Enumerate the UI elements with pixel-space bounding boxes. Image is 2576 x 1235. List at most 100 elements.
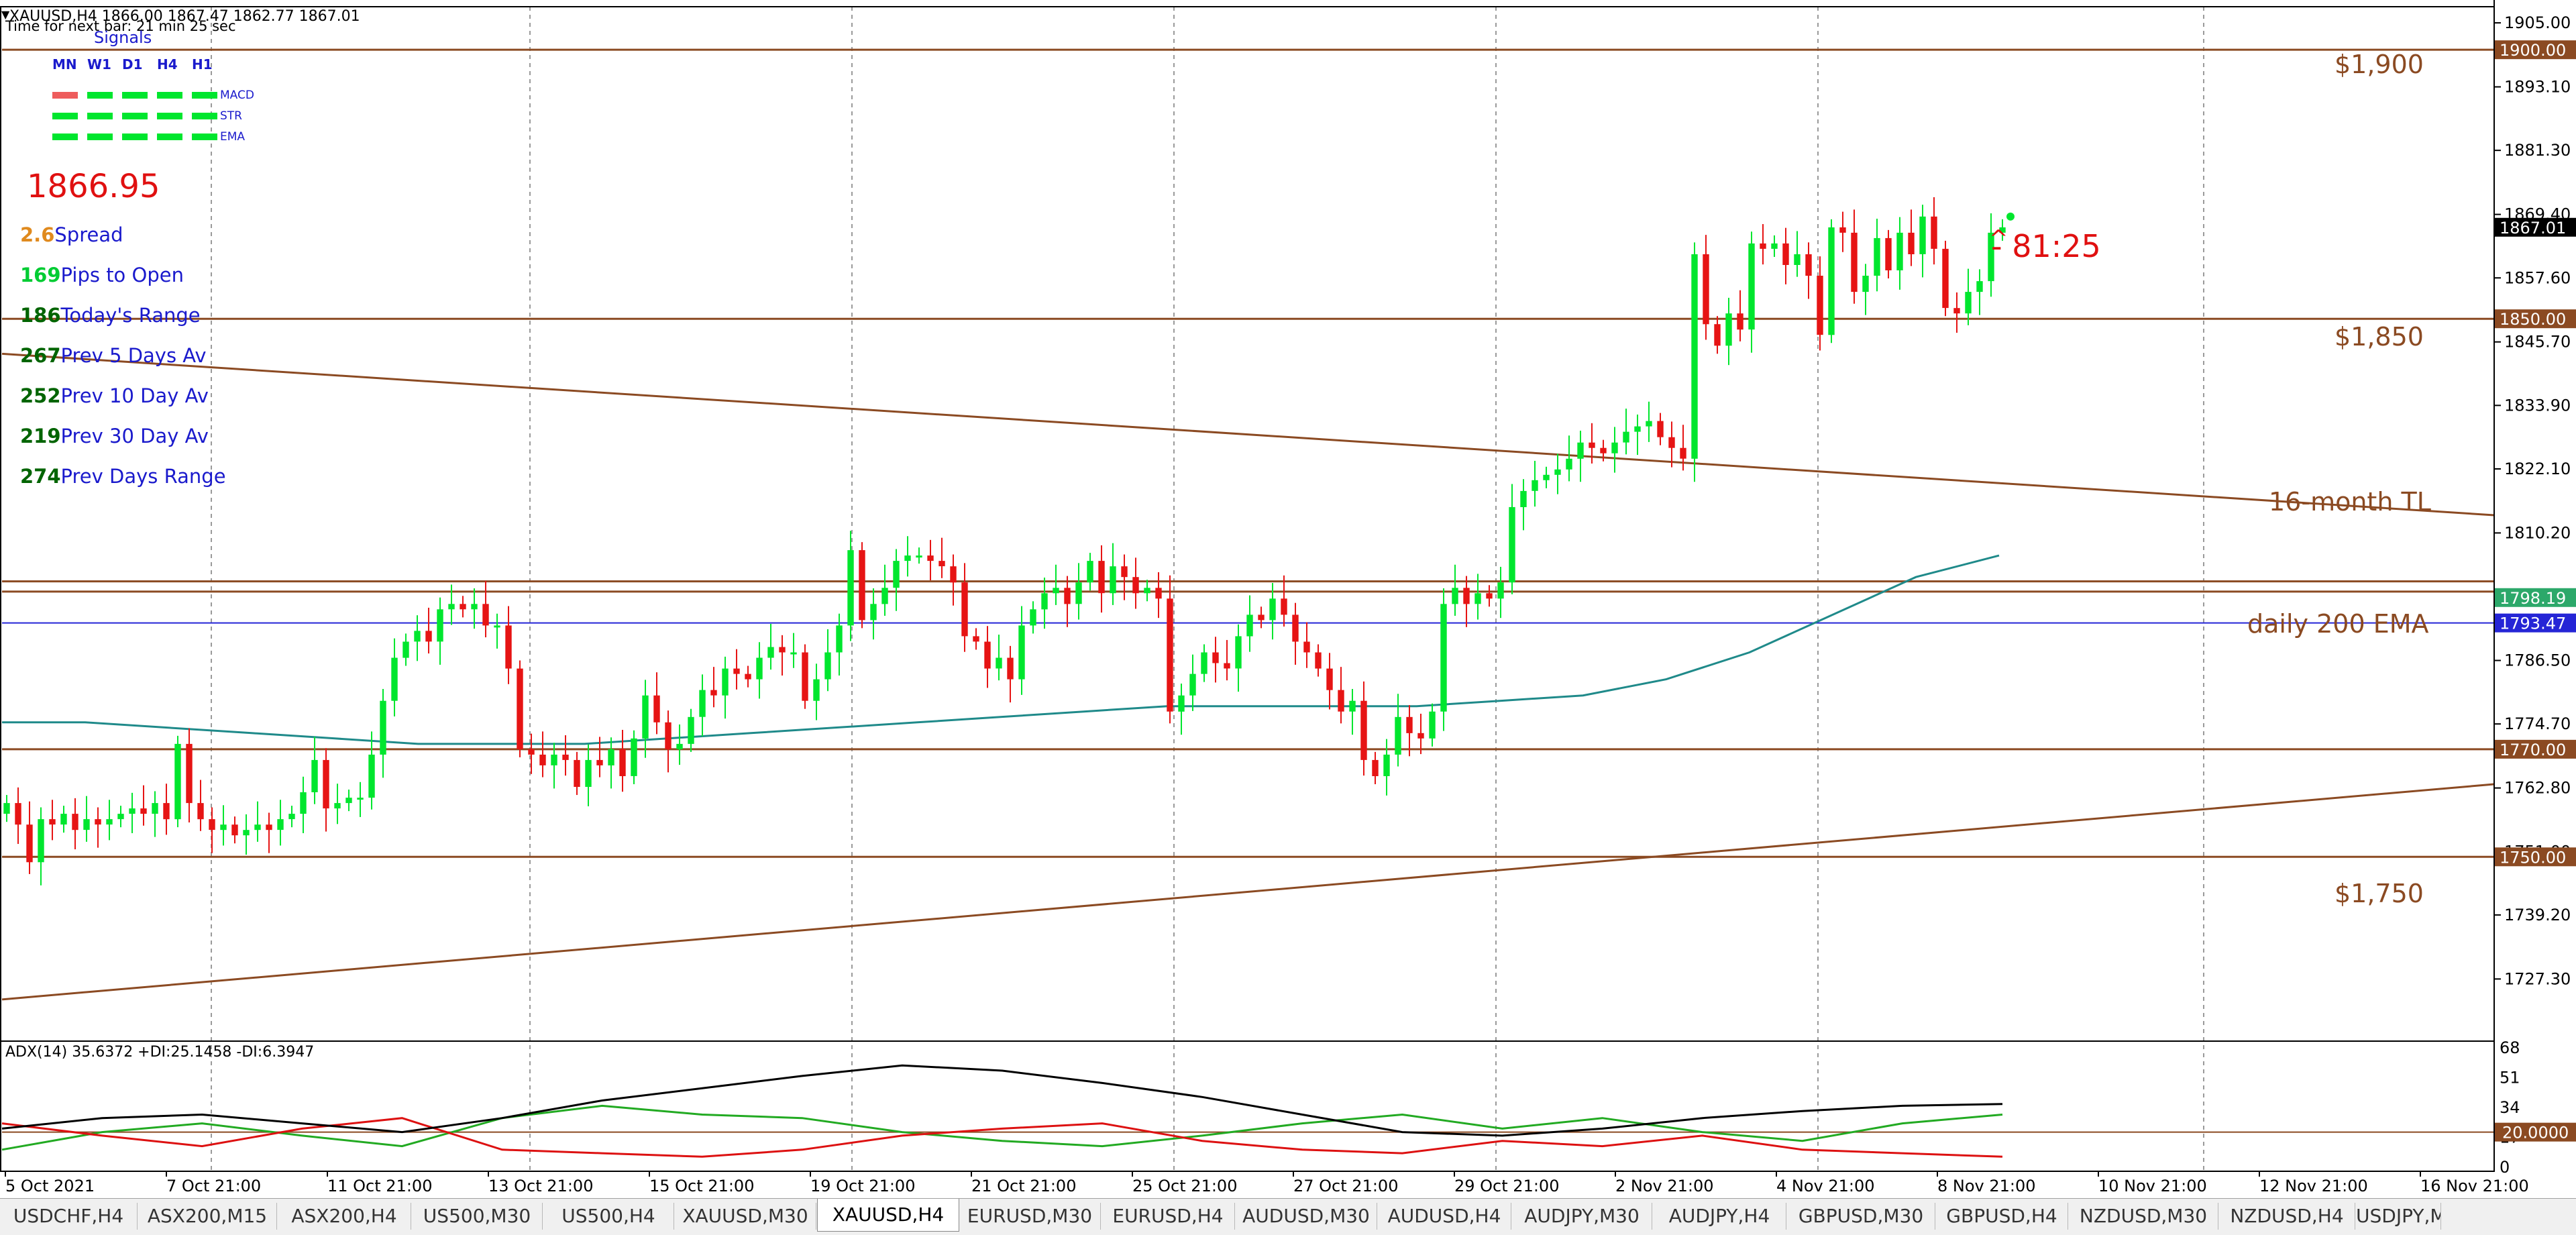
tab-audusd-h4[interactable]: AUDUSD,H4	[1378, 1203, 1511, 1230]
candle-body	[1634, 426, 1641, 432]
tab-gbpusd-m30[interactable]: GBPUSD,M30	[1787, 1203, 1935, 1230]
candle-body	[1452, 588, 1458, 604]
candle-body	[1885, 237, 1892, 270]
candle-body	[425, 631, 432, 642]
tab-audusd-m30[interactable]: AUDUSD,M30	[1236, 1203, 1377, 1230]
stat-row: 2.6Spread	[20, 223, 123, 246]
tab-us500-h4[interactable]: US500,H4	[543, 1203, 674, 1230]
candle-body	[1303, 641, 1310, 653]
candle-body	[1908, 232, 1915, 254]
candle-body	[1372, 759, 1379, 776]
candle-body	[266, 824, 272, 830]
candle-body	[1064, 588, 1071, 604]
candle-body	[1189, 674, 1196, 696]
candle-body	[859, 550, 865, 621]
candle-body	[1041, 593, 1048, 610]
candle-body	[1828, 227, 1835, 335]
candle-body	[220, 824, 227, 830]
candle-body	[1691, 254, 1698, 459]
price-tag-bg	[2495, 739, 2576, 759]
candle-body	[1554, 469, 1561, 475]
candle-body	[15, 803, 21, 825]
price-tick-label: 1881.30	[2504, 141, 2571, 160]
price-tag-bg	[2495, 217, 2576, 237]
candle-body	[140, 808, 147, 814]
tab-audjpy-m30[interactable]: AUDJPY,M30	[1512, 1203, 1652, 1230]
tab-eurusd-h4[interactable]: EURUSD,H4	[1102, 1203, 1235, 1230]
tab-xauusd-m30[interactable]: XAUUSD,M30	[675, 1203, 816, 1230]
price-tick-label: 1810.20	[2504, 523, 2571, 542]
candle-body	[1201, 652, 1208, 674]
tab-xauusd-h4[interactable]: XAUUSD,H4	[817, 1199, 959, 1232]
candle-body	[574, 759, 580, 787]
candle-body	[1155, 588, 1162, 599]
candle-body	[642, 695, 649, 739]
time-tick-label: 27 Oct 21:00	[1293, 1177, 1398, 1195]
signal-box	[52, 133, 78, 140]
candle-body	[688, 716, 694, 744]
stat-label: Prev Days Range	[60, 465, 226, 488]
signal-box	[157, 92, 182, 99]
candle-body	[1463, 588, 1470, 604]
price-tick-label: 1893.10	[2504, 78, 2571, 97]
stat-value: 274	[20, 465, 61, 488]
candle-body	[117, 814, 124, 820]
time-tick-label: 10 Nov 21:00	[2098, 1177, 2207, 1195]
stat-value: 219	[20, 425, 61, 447]
candle-body	[904, 555, 911, 561]
candle-body	[1611, 442, 1618, 453]
signal-row-label: STR	[220, 109, 242, 123]
tab-usdjpy-m30[interactable]: USDJPY,M30	[2356, 1203, 2441, 1230]
time-tick-label: 16 Nov 21:00	[2420, 1177, 2529, 1195]
candle-body	[653, 695, 660, 722]
candle-body	[1577, 442, 1584, 459]
candle-body	[1132, 577, 1139, 594]
candle-body	[277, 819, 284, 830]
candle-body	[231, 824, 238, 836]
stat-label: Prev 10 Day Av	[60, 384, 209, 407]
price-tag-bg	[2495, 847, 2576, 867]
candle-body	[893, 561, 900, 588]
stat-label: Spread	[54, 223, 123, 246]
candle-body	[1269, 598, 1276, 621]
chart-canvas[interactable]: 1905.001893.101881.301869.401857.601845.…	[0, 0, 2576, 1198]
time-tick-label: 29 Oct 21:00	[1454, 1177, 1559, 1195]
price-tag: 1850.00	[2500, 310, 2566, 329]
candle-body	[129, 808, 136, 814]
price-tick-label: 1845.70	[2504, 333, 2571, 352]
time-tick-label: 7 Oct 21:00	[166, 1177, 261, 1195]
candle-body	[1589, 442, 1595, 448]
candle-body	[767, 647, 774, 658]
candle-body	[380, 700, 386, 755]
plot-border	[0, 6, 2495, 1172]
candle-body	[1315, 652, 1322, 669]
tab-eurusd-m30[interactable]: EURUSD,M30	[959, 1203, 1101, 1230]
candle-body	[517, 668, 523, 749]
tab-nzdusd-m30[interactable]: NZDUSD,M30	[2069, 1203, 2218, 1230]
price-tick-label: 1833.90	[2504, 396, 2571, 415]
candle-body	[1771, 243, 1778, 249]
candle-body	[197, 803, 204, 820]
candle-body	[106, 819, 113, 825]
time-tick-label: 19 Oct 21:00	[810, 1177, 915, 1195]
candle-body	[973, 636, 979, 642]
collapse-arrow-icon[interactable]: ▼	[1, 8, 10, 21]
tab-audjpy-h4[interactable]: AUDJPY,H4	[1653, 1203, 1786, 1230]
tab-nzdusd-h4[interactable]: NZDUSD,H4	[2219, 1203, 2355, 1230]
price-axis: 1905.001893.101881.301869.401857.601845.…	[2493, 0, 2576, 1177]
candle-body	[733, 668, 740, 674]
chart-frame	[0, 6, 2495, 1172]
stat-value: 2.6	[20, 223, 55, 246]
candle-body	[505, 625, 512, 669]
price-tag-bg	[2495, 588, 2576, 607]
tab-asx200-m15[interactable]: ASX200,M15	[138, 1203, 277, 1230]
tab-usdchf-h4[interactable]: USDCHF,H4	[0, 1203, 138, 1230]
label-1850: $1,850	[2334, 322, 2424, 352]
tab-gbpusd-h4[interactable]: GBPUSD,H4	[1936, 1203, 2068, 1230]
tab-asx200-h4[interactable]: ASX200,H4	[278, 1203, 411, 1230]
tab-us500-m30[interactable]: US500,M30	[412, 1203, 543, 1230]
ema-200-line	[2, 554, 2000, 745]
candle-body	[1988, 232, 1994, 282]
price-tick-label: 1822.10	[2504, 460, 2571, 478]
candle-body	[1497, 582, 1504, 599]
